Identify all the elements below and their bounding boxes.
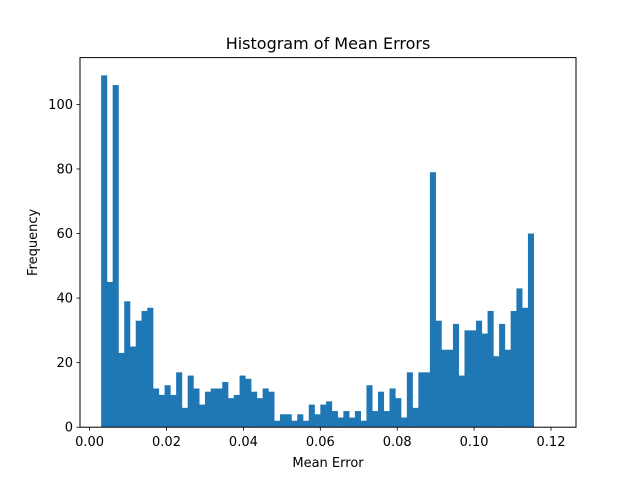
histogram-bar: [522, 307, 529, 428]
histogram-bar: [452, 323, 460, 428]
histogram-bar: [406, 372, 413, 428]
histogram-bar: [499, 323, 506, 428]
histogram-bar: [418, 372, 425, 428]
histogram-bar: [458, 375, 465, 428]
histogram-bar: [516, 288, 523, 428]
histogram-bar: [199, 404, 206, 428]
histogram-bar: [331, 411, 338, 428]
y-tick-label: 80: [56, 162, 73, 177]
histogram-bar: [464, 330, 471, 428]
histogram-bar: [377, 391, 385, 428]
x-tick-label: 0.06: [306, 435, 335, 450]
x-axis-ticks: 0.00 0.02 0.04 0.06 0.08 0.10 0.12: [75, 427, 565, 450]
x-tick-label: 0.12: [537, 435, 566, 450]
histogram-bar: [262, 388, 269, 428]
histogram-bar: [349, 417, 356, 428]
histogram-bar: [256, 398, 263, 428]
histogram-bar: [274, 420, 281, 428]
histogram-bar: [124, 301, 131, 428]
histogram-bar: [164, 385, 171, 428]
x-tick-label: 0.08: [383, 435, 412, 450]
histogram-bar: [181, 407, 188, 428]
histogram-bar: [158, 394, 165, 428]
histogram-bar: [101, 75, 108, 428]
histogram-bar: [354, 411, 361, 428]
histogram-bar: [222, 382, 229, 428]
histogram-bar: [527, 233, 535, 428]
histogram-bar: [493, 356, 500, 428]
histogram-bar: [187, 375, 194, 428]
histogram-bar: [141, 310, 148, 428]
histogram-bar: [510, 310, 517, 428]
histogram-bar: [216, 388, 223, 428]
histogram-bar: [320, 404, 327, 428]
histogram-bar: [366, 385, 373, 428]
chart-title: Histogram of Mean Errors: [226, 34, 431, 53]
plot-frame: [79, 57, 577, 428]
histogram-bar: [504, 349, 511, 428]
histogram-bar: [360, 420, 367, 428]
histogram-bar: [441, 349, 448, 428]
histogram-bar: [228, 398, 235, 428]
histogram-bar: [233, 394, 240, 428]
y-axis-label: Frequency: [26, 209, 41, 276]
y-tick-label: 40: [56, 292, 73, 307]
histogram-bar: [337, 417, 344, 428]
histogram-bar: [401, 417, 408, 428]
histogram-bar: [481, 333, 488, 428]
histogram-bar: [106, 281, 113, 428]
histogram-bar: [112, 85, 119, 428]
histogram-bar: [297, 414, 304, 428]
histogram-bar: [308, 404, 315, 428]
histogram-bar: [279, 414, 287, 428]
y-tick-label: 20: [56, 356, 73, 371]
histogram-bar: [487, 310, 494, 428]
histogram-bar: [210, 388, 217, 428]
y-tick-label: 100: [48, 98, 73, 113]
histogram-bar: [383, 411, 390, 428]
histogram-bar: [412, 407, 419, 428]
histogram-bar: [435, 320, 442, 428]
bars-group: [101, 75, 535, 428]
histogram-bar: [170, 394, 177, 428]
histogram-bar: [251, 391, 258, 428]
histogram-bar: [268, 391, 275, 428]
histogram-bar: [135, 320, 142, 428]
x-axis-label: Mean Error: [292, 456, 364, 471]
x-tick-label: 0.10: [460, 435, 489, 450]
y-tick-label: 60: [56, 227, 73, 242]
histogram-bar: [476, 320, 483, 428]
histogram-bar: [176, 372, 183, 428]
histogram-bar: [326, 401, 333, 428]
histogram-bar: [204, 391, 212, 428]
histogram-bar: [372, 411, 379, 428]
histogram-bar: [147, 307, 154, 428]
y-axis-ticks: 0 20 40 60 80 100: [48, 98, 80, 436]
x-tick-label: 0.00: [75, 435, 104, 450]
histogram-bar: [285, 414, 292, 428]
histogram-bar: [303, 420, 310, 428]
histogram-bar: [470, 330, 477, 428]
histogram-bar: [447, 349, 454, 428]
y-tick-label: 0: [65, 421, 73, 436]
histogram-bar: [343, 411, 350, 428]
histogram-bar: [291, 420, 298, 428]
histogram-bar: [245, 378, 252, 428]
histogram-bar: [153, 388, 160, 428]
histogram-bar: [424, 372, 431, 428]
histogram-bar: [118, 352, 125, 428]
histogram-bar: [395, 398, 402, 428]
histogram-bar: [129, 346, 137, 428]
histogram-bar: [193, 388, 200, 428]
histogram-bar: [389, 388, 396, 428]
x-tick-label: 0.02: [152, 435, 181, 450]
x-tick-label: 0.04: [229, 435, 258, 450]
histogram-bar: [314, 414, 321, 428]
histogram-bar: [239, 375, 246, 428]
histogram-bar: [429, 172, 436, 428]
